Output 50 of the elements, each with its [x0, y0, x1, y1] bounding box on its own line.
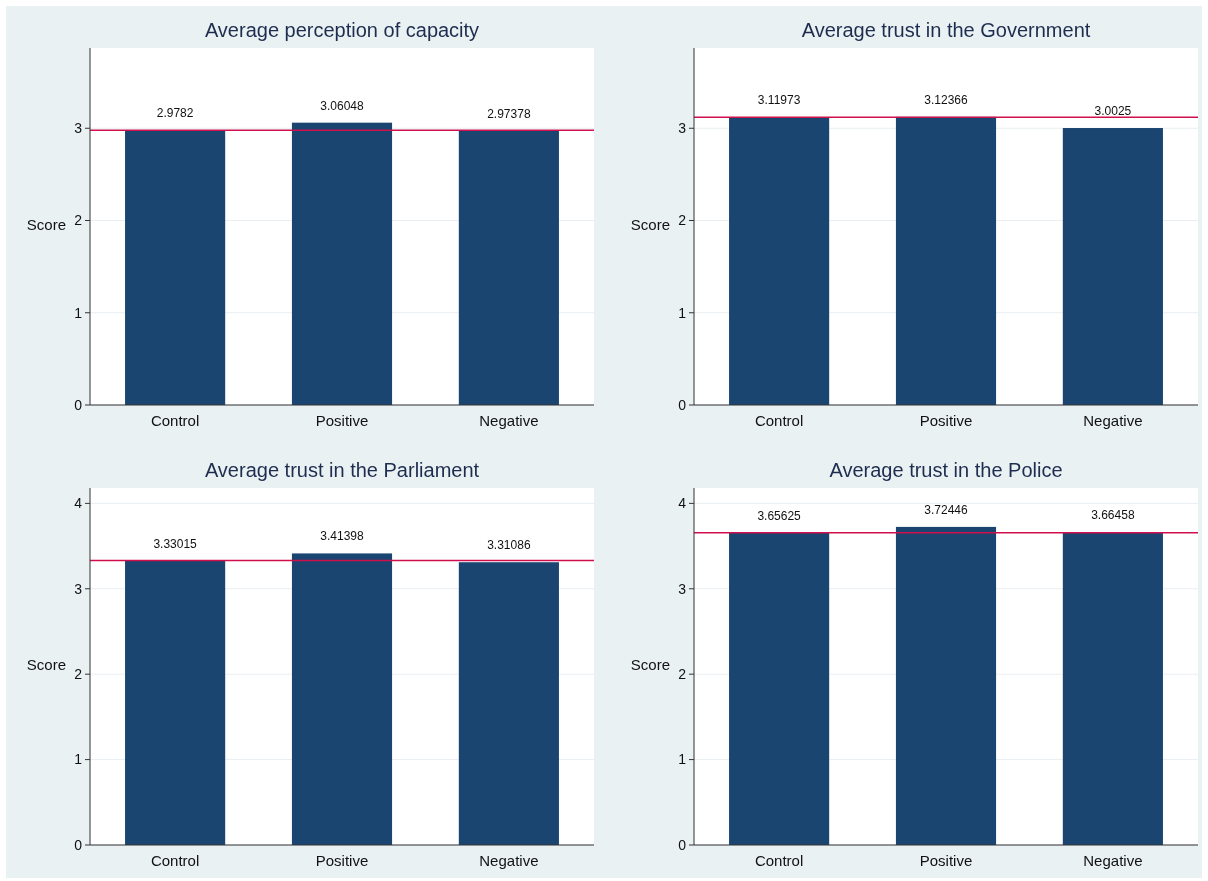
y-tick-label: 1	[74, 304, 83, 321]
chart-title: Average trust in the Government	[801, 19, 1091, 41]
y-tick-label: 2	[74, 666, 83, 683]
chart-title: Average perception of capacity	[204, 19, 480, 41]
data-label: 3.65625	[757, 508, 802, 523]
y-tick-label: 1	[74, 751, 83, 768]
x-tick-label: Control	[150, 852, 200, 869]
x-tick-label: Positive	[919, 412, 973, 429]
y-tick-label: 0	[678, 836, 687, 853]
x-tick-label: Positive	[919, 852, 973, 869]
x-tick-label: Control	[754, 412, 804, 429]
data-label: 3.41398	[320, 529, 365, 544]
y-tick-label: 0	[74, 396, 83, 413]
data-label: 3.11973	[757, 93, 801, 108]
data-label: 3.12366	[924, 92, 969, 107]
y-tick-label: 1	[678, 304, 687, 321]
data-label: 3.33015	[153, 536, 198, 551]
y-axis-title: Score	[630, 655, 670, 673]
x-tick-label: Negative	[479, 412, 539, 429]
y-tick-label: 3	[74, 120, 83, 137]
y-tick-label: 4	[678, 495, 687, 512]
x-tick-label: Positive	[315, 852, 369, 869]
data-label: 3.72446	[924, 502, 969, 517]
data-label: 3.31086	[487, 538, 531, 553]
y-tick-label: 0	[74, 836, 83, 853]
y-tick-label: 2	[74, 212, 83, 229]
chart-title: Average trust in the Parliament	[204, 459, 480, 481]
x-tick-label: Positive	[315, 412, 369, 429]
data-label: 3.06048	[320, 98, 365, 113]
y-tick-label: 2	[678, 212, 687, 229]
y-tick-label: 3	[678, 580, 687, 597]
y-tick-label: 0	[678, 396, 687, 413]
data-label: 2.97378	[487, 106, 531, 121]
y-tick-label: 4	[74, 495, 83, 512]
data-label: 2.9782	[156, 106, 194, 121]
x-tick-label: Negative	[1083, 852, 1143, 869]
chart-title: Average trust in the Police	[829, 459, 1063, 481]
y-tick-label: 2	[678, 666, 687, 683]
x-tick-label: Control	[150, 412, 200, 429]
y-tick-label: 3	[74, 580, 83, 597]
data-label: 3.66458	[1091, 508, 1135, 523]
y-axis-title: Score	[26, 215, 66, 233]
y-axis-title: Score	[26, 655, 66, 673]
x-tick-label: Negative	[1083, 412, 1143, 429]
data-label: 3.0025	[1094, 104, 1132, 119]
x-tick-label: Control	[754, 852, 804, 869]
y-tick-label: 1	[678, 751, 687, 768]
x-tick-label: Negative	[479, 852, 539, 869]
y-axis-title: Score	[630, 215, 670, 233]
y-tick-label: 3	[678, 120, 687, 137]
